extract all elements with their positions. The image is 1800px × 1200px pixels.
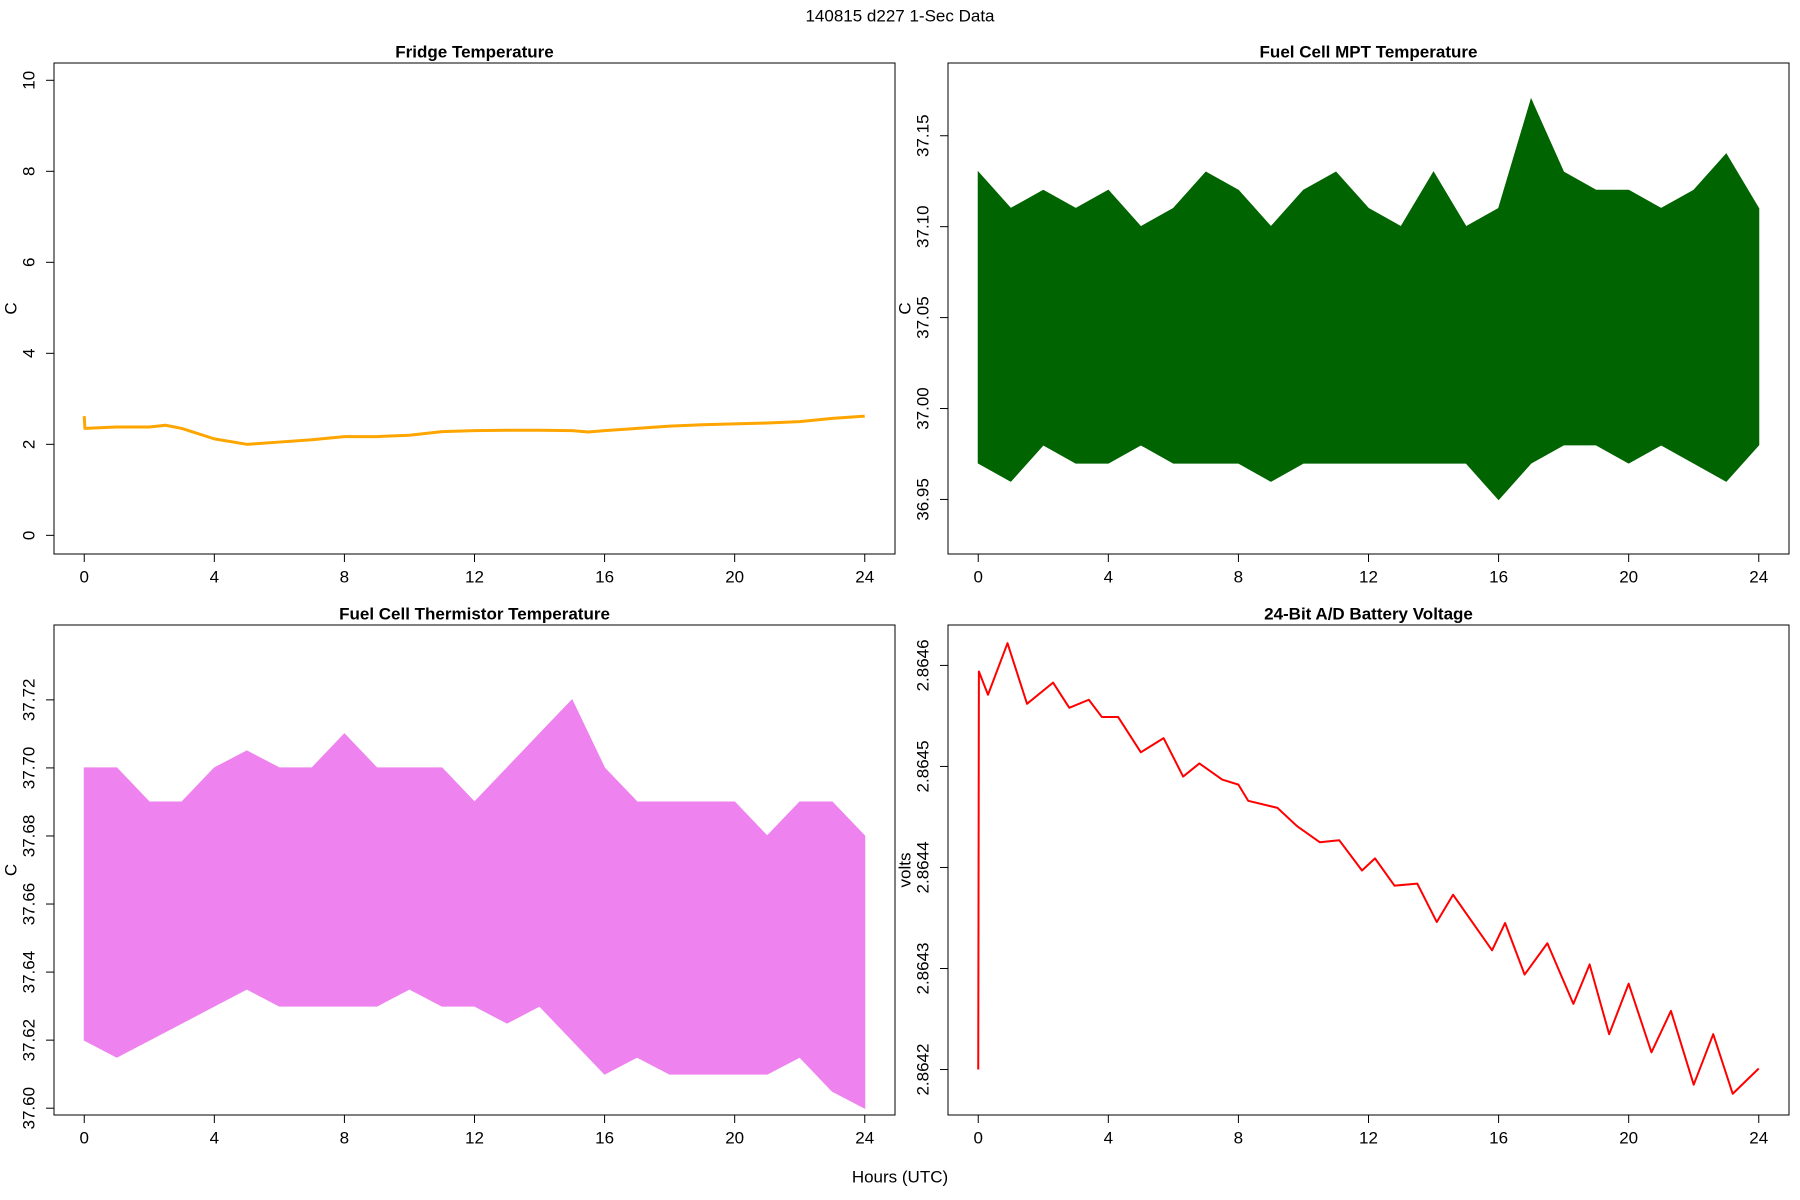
x-tick-label: 16 bbox=[595, 567, 614, 586]
y-tick-label: 37.66 bbox=[19, 883, 38, 926]
y-tick-label: 37.62 bbox=[19, 1019, 38, 1062]
y-tick-label: 0 bbox=[19, 531, 38, 540]
panel-title: Fridge Temperature bbox=[395, 42, 553, 61]
x-tick-label: 8 bbox=[1234, 567, 1243, 586]
y-tick-label: 2.8646 bbox=[913, 639, 932, 691]
x-tick-label: 24 bbox=[855, 567, 874, 586]
y-axis-label: C bbox=[1, 302, 20, 314]
y-tick-label: 8 bbox=[19, 167, 38, 176]
x-tick-label: 12 bbox=[1359, 1128, 1378, 1147]
y-tick-label: 37.68 bbox=[19, 815, 38, 858]
x-tick-label: 16 bbox=[1489, 567, 1508, 586]
plot-frame bbox=[947, 624, 1790, 1116]
page-title: 140815 d227 1-Sec Data bbox=[805, 6, 995, 25]
y-tick-label: 37.60 bbox=[19, 1087, 38, 1130]
x-tick-label: 8 bbox=[1234, 1128, 1243, 1147]
y-tick-label: 37.15 bbox=[913, 114, 932, 157]
panel-title: Fuel Cell Thermistor Temperature bbox=[339, 604, 610, 623]
y-tick-label: 37.70 bbox=[19, 747, 38, 790]
x-tick-label: 24 bbox=[855, 1128, 874, 1147]
y-tick-label: 4 bbox=[19, 349, 38, 358]
y-tick-label: 2.8642 bbox=[913, 1044, 932, 1096]
x-tick-label: 12 bbox=[1359, 567, 1378, 586]
y-tick-label: 2 bbox=[19, 440, 38, 449]
data-line bbox=[82, 414, 865, 446]
x-tick-label: 4 bbox=[210, 567, 219, 586]
y-tick-label: 36.95 bbox=[913, 478, 932, 521]
panel-title: Fuel Cell MPT Temperature bbox=[1260, 42, 1478, 61]
y-tick-label: 37.64 bbox=[19, 951, 38, 994]
x-tick-label: 16 bbox=[1489, 1128, 1508, 1147]
data-band bbox=[83, 698, 866, 1110]
y-tick-label: 37.10 bbox=[913, 205, 932, 248]
y-tick-label: 6 bbox=[19, 258, 38, 267]
x-tick-label: 24 bbox=[1749, 1128, 1768, 1147]
x-tick-label: 20 bbox=[1619, 567, 1638, 586]
y-tick-label: 37.05 bbox=[913, 296, 932, 339]
y-axis-label: volts bbox=[895, 853, 914, 888]
plot-frame bbox=[53, 62, 896, 555]
x-tick-label: 24 bbox=[1749, 567, 1768, 586]
x-tick-label: 12 bbox=[465, 1128, 484, 1147]
y-axis-label: C bbox=[895, 302, 914, 314]
x-tick-label: 0 bbox=[80, 1128, 89, 1147]
x-axis-label: Hours (UTC) bbox=[852, 1167, 948, 1186]
data-line bbox=[977, 642, 1760, 1095]
x-tick-label: 20 bbox=[725, 567, 744, 586]
y-tick-label: 2.8644 bbox=[913, 841, 932, 893]
x-tick-label: 12 bbox=[465, 567, 484, 586]
panel-title: 24-Bit A/D Battery Voltage bbox=[1264, 604, 1473, 623]
x-tick-label: 16 bbox=[595, 1128, 614, 1147]
x-tick-label: 4 bbox=[210, 1128, 219, 1147]
x-tick-label: 8 bbox=[340, 567, 349, 586]
y-tick-label: 37.00 bbox=[913, 387, 932, 430]
x-tick-label: 4 bbox=[1104, 567, 1113, 586]
x-tick-label: 4 bbox=[1104, 1128, 1113, 1147]
data-band bbox=[977, 97, 1760, 501]
y-tick-label: 2.8645 bbox=[913, 740, 932, 792]
y-tick-label: 37.72 bbox=[19, 679, 38, 722]
x-tick-label: 20 bbox=[725, 1128, 744, 1147]
y-axis-label: C bbox=[1, 864, 20, 876]
y-tick-label: 2.8643 bbox=[913, 943, 932, 995]
x-tick-label: 0 bbox=[974, 1128, 983, 1147]
x-tick-label: 0 bbox=[974, 567, 983, 586]
x-tick-label: 20 bbox=[1619, 1128, 1638, 1147]
x-tick-label: 0 bbox=[80, 567, 89, 586]
x-tick-label: 8 bbox=[340, 1128, 349, 1147]
y-tick-label: 10 bbox=[19, 71, 38, 90]
